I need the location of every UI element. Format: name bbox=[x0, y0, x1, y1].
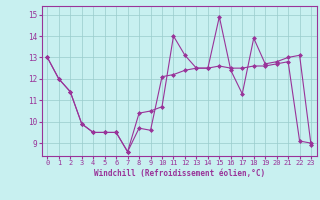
X-axis label: Windchill (Refroidissement éolien,°C): Windchill (Refroidissement éolien,°C) bbox=[94, 169, 265, 178]
